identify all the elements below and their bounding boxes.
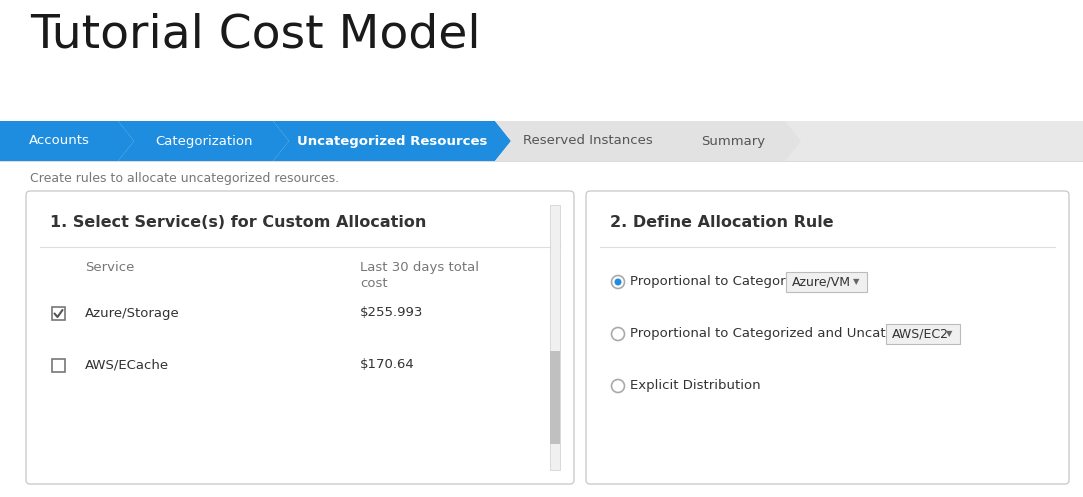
Bar xyxy=(886,324,960,344)
Polygon shape xyxy=(665,121,801,161)
Circle shape xyxy=(614,278,622,285)
Text: Create rules to allocate uncategorized resources.: Create rules to allocate uncategorized r… xyxy=(30,172,339,185)
Text: Explicit Distribution: Explicit Distribution xyxy=(630,380,761,393)
Polygon shape xyxy=(273,121,511,161)
Circle shape xyxy=(612,328,625,340)
Text: Azure/VM: Azure/VM xyxy=(793,275,851,288)
Bar xyxy=(786,272,866,292)
Text: Proportional to Categorized: Proportional to Categorized xyxy=(630,275,813,288)
Text: Summary: Summary xyxy=(701,135,765,148)
Bar xyxy=(550,205,560,470)
Text: Categorization: Categorization xyxy=(155,135,252,148)
Bar xyxy=(52,307,65,320)
Text: 1. Select Service(s) for Custom Allocation: 1. Select Service(s) for Custom Allocati… xyxy=(50,215,427,230)
Text: ▼: ▼ xyxy=(945,330,952,338)
Text: Proportional to Categorized and Uncategorized: Proportional to Categorized and Uncatego… xyxy=(630,328,944,340)
FancyBboxPatch shape xyxy=(586,191,1069,484)
Bar xyxy=(550,351,560,443)
Polygon shape xyxy=(0,121,134,161)
Text: Azure/Storage: Azure/Storage xyxy=(84,307,180,320)
Text: ▼: ▼ xyxy=(852,277,859,286)
Text: Tutorial Cost Model: Tutorial Cost Model xyxy=(30,12,481,57)
Text: Service: Service xyxy=(84,261,134,274)
Text: Last 30 days total
cost: Last 30 days total cost xyxy=(360,261,479,290)
Text: $170.64: $170.64 xyxy=(360,358,415,371)
Text: AWS/ECache: AWS/ECache xyxy=(84,358,169,371)
Bar xyxy=(0,121,1083,161)
Polygon shape xyxy=(118,121,289,161)
Text: Uncategorized Resources: Uncategorized Resources xyxy=(297,135,487,148)
Text: 2. Define Allocation Rule: 2. Define Allocation Rule xyxy=(610,215,834,230)
Circle shape xyxy=(612,275,625,288)
Text: Reserved Instances: Reserved Instances xyxy=(523,135,653,148)
FancyBboxPatch shape xyxy=(26,191,574,484)
Text: AWS/EC2: AWS/EC2 xyxy=(892,328,950,340)
Polygon shape xyxy=(495,121,681,161)
Bar xyxy=(52,358,65,371)
Text: $255.993: $255.993 xyxy=(360,307,423,320)
Circle shape xyxy=(612,380,625,393)
Text: Accounts: Accounts xyxy=(28,135,90,148)
